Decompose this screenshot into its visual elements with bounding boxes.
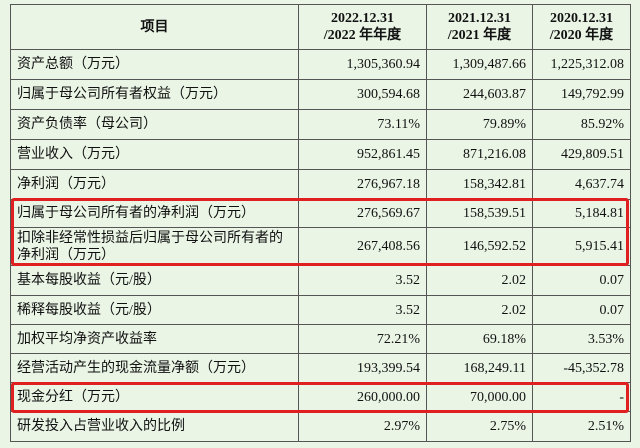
value-cell: 4,637.74	[532, 169, 631, 200]
header-cell: 2020.12.31/2020 年度	[532, 4, 631, 50]
value-cell: 3.53%	[532, 324, 631, 354]
value-cell: 158,342.81	[426, 169, 533, 200]
value-cell: -45,352.78	[532, 353, 631, 383]
table-row: 归属于母公司所有者权益（万元） 300,594.68 244,603.87 149,7…	[10, 79, 631, 110]
value-cell: 5,915.41	[532, 227, 631, 266]
label-cell: 加权平均净资产收益率	[10, 324, 299, 354]
table-row: 净利润（万元） 276,967.18 158,342.81 4,637.74	[10, 169, 631, 200]
header-text: /2020 年度	[549, 28, 614, 43]
header-text: /2022 年年度	[323, 28, 402, 43]
header-text: 项目	[140, 19, 169, 35]
value-cell: 276,967.18	[298, 169, 427, 200]
label-cell: 净利润（万元）	[10, 169, 299, 200]
value-cell: 73.11%	[298, 109, 427, 140]
label-cell: 归属于母公司所有者权益（万元）	[10, 79, 299, 110]
value-cell: 3.52	[298, 265, 427, 296]
label-cell: 稀释每股收益（元/股）	[10, 295, 299, 325]
header-text: /2021 年度	[447, 28, 512, 43]
value-cell: 244,603.87	[426, 79, 533, 110]
header-cell: 2022.12.31/2022 年年度	[298, 4, 427, 50]
value-cell: 276,569.67	[298, 199, 427, 228]
value-cell: 267,408.56	[298, 227, 427, 266]
table-row: 基本每股收益（元/股） 3.52 2.02 0.07	[10, 265, 631, 296]
label-cell: 资产总额（万元）	[10, 49, 299, 80]
value-cell: 260,000.00	[298, 382, 427, 412]
value-cell: 168,249.11	[426, 353, 533, 383]
value-cell: 1,309,487.66	[426, 49, 533, 80]
value-cell: 79.89%	[426, 109, 533, 140]
value-cell: 0.07	[532, 265, 631, 296]
label-cell: 基本每股收益（元/股）	[10, 265, 299, 296]
value-cell: 85.92%	[532, 109, 631, 140]
header-text: 2021.12.31	[448, 11, 511, 26]
label-cell: 营业收入（万元）	[10, 139, 299, 170]
highlight-box	[11, 198, 629, 266]
header-cell: 2021.12.31/2021 年度	[426, 4, 533, 50]
value-cell: 2.02	[426, 265, 533, 296]
header-text: 2020.12.31	[550, 11, 613, 26]
table-row: 加权平均净资产收益率 72.21% 69.18% 3.53%	[10, 324, 631, 354]
value-cell: 2.02	[426, 295, 533, 325]
label-cell: 研发投入占营业收入的比例	[10, 411, 299, 442]
table-row: 营业收入（万元） 952,861.45 871,216.08 429,809.51	[10, 139, 631, 170]
table-row: 现金分红（万元） 260,000.00 70,000.00-	[10, 382, 631, 412]
value-cell: 149,792.99	[532, 79, 631, 110]
value-cell: 952,861.45	[298, 139, 427, 170]
label-cell: 资产负债率（母公司）	[10, 109, 299, 140]
value-cell: 1,305,360.94	[298, 49, 427, 80]
table-row: 经营活动产生的现金流量净额（万元） 193,399.54 168,249.11 -45…	[10, 353, 631, 383]
header-text: 2022.12.31	[331, 11, 394, 26]
value-cell: 2.97%	[298, 411, 427, 442]
highlight-box	[11, 382, 629, 413]
value-cell: 300,594.68	[298, 79, 427, 110]
value-cell: 193,399.54	[298, 353, 427, 383]
table-row: 研发投入占营业收入的比例 2.97% 2.75% 2.51%	[10, 411, 631, 442]
label-cell: 归属于母公司所有者的净利润（万元）	[10, 199, 299, 228]
value-cell: 3.52	[298, 295, 427, 325]
value-cell: 429,809.51	[532, 139, 631, 170]
value-cell: 1,225,312.08	[532, 49, 631, 80]
value-cell: 0.07	[532, 295, 631, 325]
header-row: 项目 2022.12.31/2022 年年度 2021.12.31/2021 年度 2…	[10, 4, 631, 50]
value-cell: 2.51%	[532, 411, 631, 442]
table-row: 资产负债率（母公司） 73.11% 79.89% 85.92%	[10, 109, 631, 140]
table-row: 资产总额（万元） 1,305,360.94 1,309,487.66 1,225,31…	[10, 49, 631, 80]
value-cell: 871,216.08	[426, 139, 533, 170]
value-cell: 2.75%	[426, 411, 533, 442]
table-row: 扣除非经常性损益后归属于母公司所有者的净利润（万元） 267,408.56 146,…	[10, 227, 631, 266]
header-cell: 项目	[10, 4, 299, 50]
value-cell: 72.21%	[298, 324, 427, 354]
label-cell: 扣除非经常性损益后归属于母公司所有者的净利润（万元）	[10, 227, 299, 266]
value-cell: 69.18%	[426, 324, 533, 354]
table-row: 归属于母公司所有者的净利润（万元） 276,569.67 158,539.51 5,1…	[10, 199, 631, 228]
table-row: 稀释每股收益（元/股） 3.52 2.02 0.07	[10, 295, 631, 325]
value-cell: 5,184.81	[532, 199, 631, 228]
label-cell: 经营活动产生的现金流量净额（万元）	[10, 353, 299, 383]
